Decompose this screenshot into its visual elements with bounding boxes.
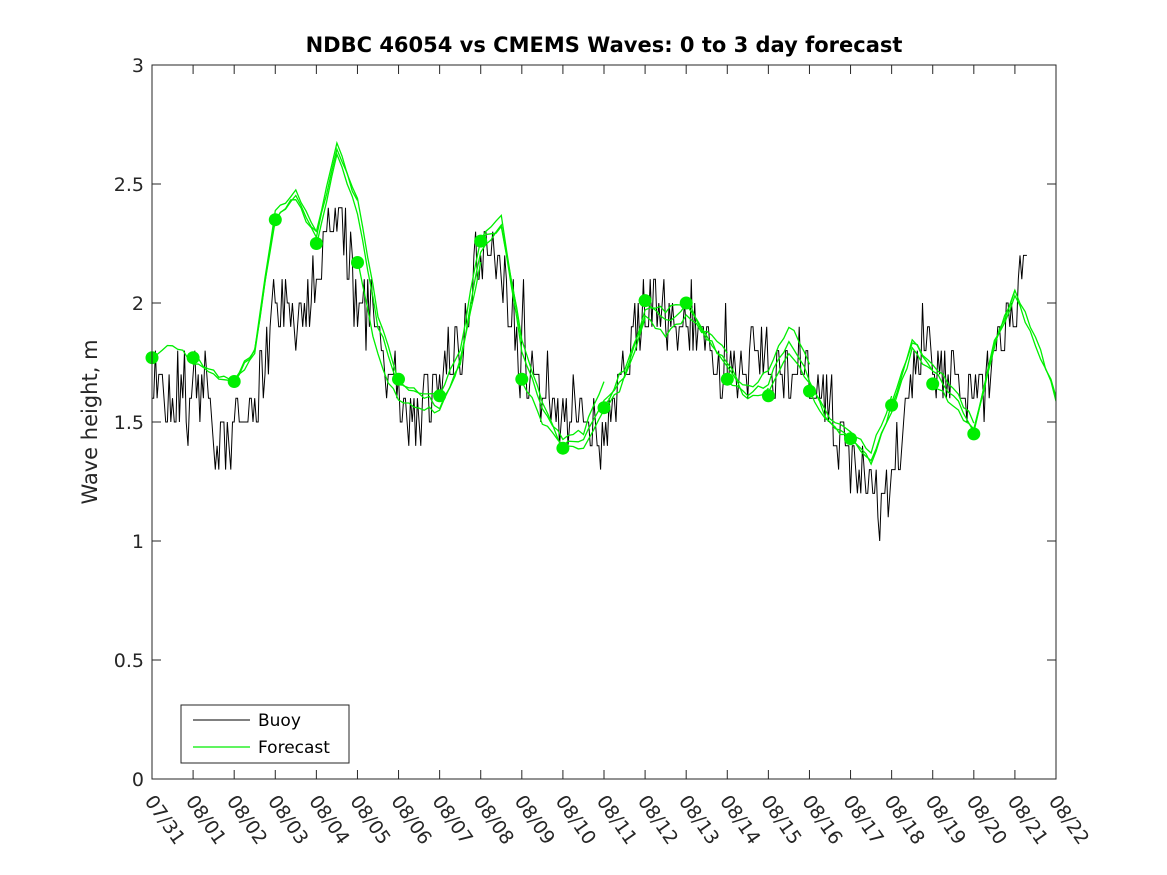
forecast-series-line: [850, 342, 975, 466]
forecast-series-line: [562, 302, 687, 450]
forecast-init-marker: [268, 213, 282, 227]
legend-box: [180, 704, 350, 764]
forecast-series-line: [808, 346, 934, 462]
y-tick-label: 2.5: [114, 174, 144, 196]
forecast-series-line: [685, 303, 811, 388]
forecast-init-marker: [803, 384, 816, 398]
forecast-init-marker: [638, 294, 652, 308]
y-tick-label: 0.5: [114, 650, 144, 672]
forecast-series-line: [274, 140, 400, 381]
forecast-init-marker: [844, 432, 857, 446]
forecast-series-line: [397, 223, 523, 410]
forecast-init-marker: [556, 441, 570, 455]
forecast-series-line: [932, 288, 1056, 431]
y-axis-label: Wave height, m: [78, 339, 102, 504]
forecast-init-marker: [309, 237, 323, 250]
forecast-init-marker: [227, 375, 241, 388]
legend-forecast-label: Forecast: [258, 738, 330, 758]
forecast-series-line: [356, 259, 482, 414]
forecast-init-marker: [885, 398, 899, 412]
forecast-init-marker: [679, 296, 693, 310]
forecast-series-line: [973, 294, 1056, 431]
forecast-series-line: [480, 224, 605, 441]
forecast-init-marker: [761, 389, 775, 403]
y-tick-label: 1: [132, 531, 144, 553]
y-tick-label: 1.5: [114, 412, 144, 434]
y-tick-label: 0: [132, 769, 144, 791]
forecast-init-marker: [474, 234, 488, 248]
plot-area: [145, 140, 1056, 542]
forecast-init-marker: [515, 372, 529, 386]
plot-series-group: [152, 140, 1056, 542]
forecast-series-line: [439, 213, 564, 449]
forecast-init-marker: [351, 256, 364, 269]
forecast-series-line: [233, 147, 359, 382]
forecast-init-marker: [967, 427, 981, 441]
y-tick-label: 2: [132, 293, 144, 315]
forecast-init-marker: [926, 377, 940, 391]
y-tick-label: 3: [132, 55, 144, 77]
forecast-series-line: [644, 299, 769, 400]
chart-title: NDBC 46054 vs CMEMS Waves: 0 to 3 day fo…: [306, 33, 903, 57]
forecast-series-line: [767, 352, 893, 455]
buoy-series-line: [152, 207, 1027, 542]
forecast-init-marker: [186, 351, 200, 365]
forecast-series-line: [603, 313, 728, 407]
forecast-series-line: [890, 289, 1016, 435]
legend-buoy-label: Buoy: [258, 711, 301, 731]
legend: Buoy Forecast: [180, 704, 350, 764]
forecast-init-marker: [392, 372, 405, 386]
forecast-series-line: [152, 220, 276, 386]
forecast-init-marker: [597, 401, 611, 415]
forecast-init-marker: [433, 389, 447, 403]
forecast-init-marker: [720, 372, 734, 386]
